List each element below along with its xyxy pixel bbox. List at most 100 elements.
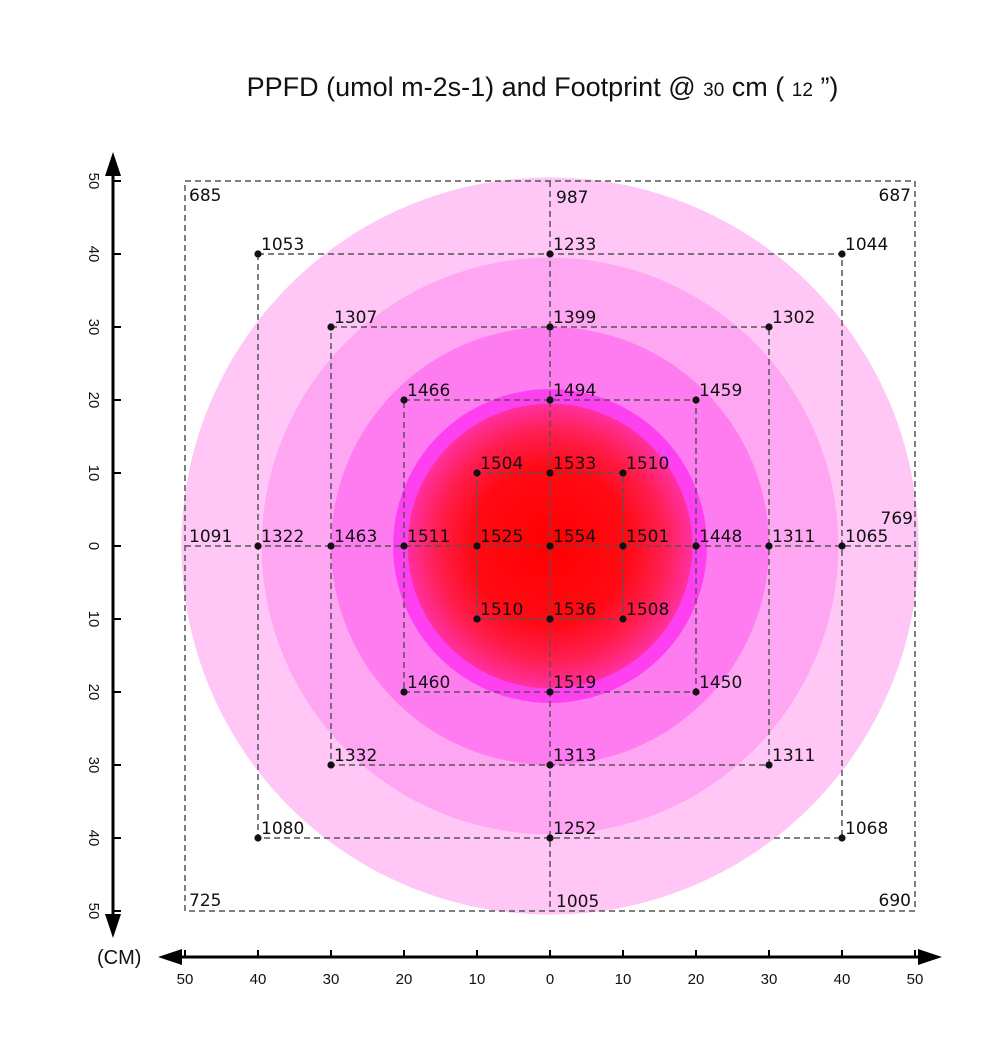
data-point	[692, 396, 700, 404]
data-point	[254, 250, 262, 258]
title-close: ”)	[812, 72, 839, 102]
data-label: 1494	[553, 381, 596, 401]
data-label: 1466	[407, 381, 450, 401]
data-point	[546, 469, 554, 477]
data-point	[692, 542, 700, 550]
data-label: 1399	[553, 308, 596, 328]
x-tick-label: 20	[688, 971, 705, 988]
x-tick-label: 10	[615, 971, 632, 988]
y-tick-label: 40	[85, 246, 102, 263]
x-tick-label: 40	[250, 971, 267, 988]
data-label: 1450	[699, 673, 742, 693]
data-label: 725	[189, 891, 221, 911]
title-main: PPFD (umol m-2s-1) and Footprint @	[246, 72, 696, 102]
data-point	[546, 323, 554, 331]
data-label: 1504	[480, 454, 523, 474]
data-label: 1313	[553, 746, 596, 766]
data-point	[546, 761, 554, 769]
data-label: 1005	[556, 892, 599, 912]
x-tick-label: 40	[834, 971, 851, 988]
data-point	[619, 469, 627, 477]
data-label: 1519	[553, 673, 596, 693]
data-label: 1044	[845, 235, 888, 255]
data-label: 1508	[626, 600, 669, 620]
data-label: 769	[881, 509, 913, 529]
x-axis-arrow-right	[918, 949, 942, 965]
y-tick-label: 50	[85, 173, 102, 190]
x-tick-label: 30	[323, 971, 340, 988]
x-tick-label: 30	[761, 971, 778, 988]
data-label: 1302	[772, 308, 815, 328]
data-points: 685 987 687 1053 1233 1044 1307 1399 1302 1466 149…	[189, 186, 913, 912]
axis-unit-label: (CM)	[97, 947, 141, 969]
data-label: 1525	[480, 527, 523, 547]
data-point	[619, 542, 627, 550]
x-tick-label: 20	[396, 971, 413, 988]
data-label: 1053	[261, 235, 304, 255]
data-label: 1536	[553, 600, 596, 620]
data-label: 1510	[626, 454, 669, 474]
title-distance-cm: 30	[703, 80, 725, 101]
data-point	[546, 615, 554, 623]
data-label: 1511	[407, 527, 450, 547]
data-point	[254, 834, 262, 842]
y-tick-label: 40	[85, 830, 102, 847]
data-point	[473, 615, 481, 623]
data-label: 1233	[553, 235, 596, 255]
data-point	[400, 396, 408, 404]
data-point	[546, 396, 554, 404]
data-point	[546, 688, 554, 696]
data-label: 1068	[845, 819, 888, 839]
data-label: 1501	[626, 527, 669, 547]
data-point	[546, 250, 554, 258]
y-tick-label: 10	[85, 611, 102, 628]
data-label: 987	[556, 188, 588, 208]
data-point	[400, 688, 408, 696]
data-point	[327, 542, 335, 550]
chart-title: PPFD (umol m-2s-1) and Footprint @ 30 cm…	[0, 72, 1000, 103]
data-label: 690	[879, 891, 911, 911]
data-label: 1460	[407, 673, 450, 693]
data-label: 1533	[553, 454, 596, 474]
data-point	[327, 761, 335, 769]
data-point	[254, 542, 262, 550]
y-tick-label: 20	[85, 392, 102, 409]
data-point	[473, 469, 481, 477]
y-tick-label: 0	[85, 542, 102, 550]
data-point	[838, 834, 846, 842]
title-cm-label: cm (	[724, 72, 785, 102]
data-point	[765, 542, 773, 550]
data-point	[327, 323, 335, 331]
data-label: 1463	[334, 527, 377, 547]
data-label: 1510	[480, 600, 523, 620]
x-axis-arrow-left	[158, 949, 182, 965]
data-label: 685	[189, 186, 221, 206]
data-label: 1252	[553, 819, 596, 839]
y-tick-label: 10	[85, 465, 102, 482]
data-point	[400, 542, 408, 550]
x-tick-label: 0	[546, 971, 554, 988]
title-distance-in: 12	[791, 80, 813, 101]
data-point	[546, 834, 554, 842]
data-point	[473, 542, 481, 550]
data-label: 1080	[261, 819, 304, 839]
y-tick-label: 30	[85, 319, 102, 336]
data-label: 1311	[772, 746, 815, 766]
data-label: 1448	[699, 527, 742, 547]
x-tick-label: 50	[907, 971, 924, 988]
data-point	[692, 688, 700, 696]
data-label: 1307	[334, 308, 377, 328]
data-point	[838, 542, 846, 550]
y-axis-arrow-down	[105, 914, 121, 938]
y-tick-label: 20	[85, 684, 102, 701]
data-point	[765, 323, 773, 331]
data-label: 1091	[189, 527, 232, 547]
axes: 50 40 30 20 10 0 10 20 30 40 50 50 40 30 20 10 0 10 20 30 40…	[85, 152, 942, 988]
data-label: 687	[879, 186, 911, 206]
data-point	[546, 542, 554, 550]
y-tick-label: 50	[85, 903, 102, 920]
data-label: 1332	[334, 746, 377, 766]
data-label: 1311	[772, 527, 815, 547]
data-point	[765, 761, 773, 769]
